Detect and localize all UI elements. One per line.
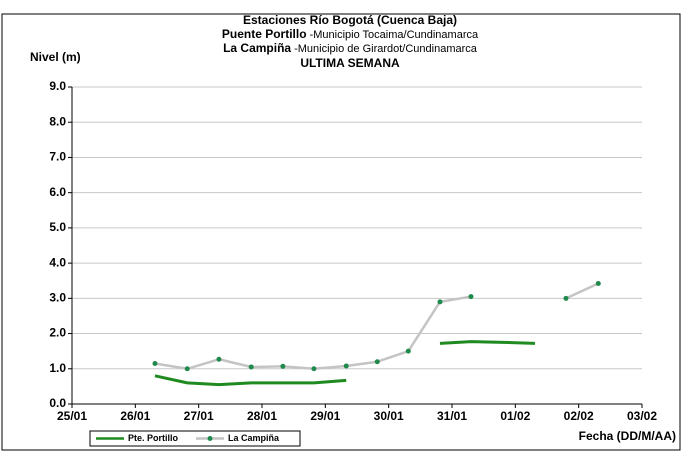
y-tick-label: 7.0 (49, 150, 66, 164)
legend-label: Pte. Portillo (128, 433, 179, 443)
point (152, 360, 158, 366)
point (595, 281, 601, 287)
x-tick-label: 03/02 (627, 409, 657, 423)
x-tick-label: 27/01 (184, 409, 214, 423)
x-tick-label: 29/01 (310, 409, 340, 423)
series-line (154, 340, 536, 387)
point (374, 359, 380, 365)
x-axis-label: Fecha (DD/M/AA) (579, 429, 676, 443)
y-tick-label: 5.0 (49, 220, 66, 234)
point (468, 294, 474, 300)
x-tick-label: 25/01 (57, 409, 87, 423)
x-tick-label: 28/01 (247, 409, 277, 423)
subtitle: Puente Portillo -Municipio Tocaima/Cundin… (222, 27, 479, 41)
legend-label: La Campiña (228, 433, 280, 443)
subtitle-bold: Puente Portillo (222, 27, 307, 41)
x-tick-label: 01/02 (500, 409, 530, 423)
x-tick-label: 02/02 (564, 409, 594, 423)
point (280, 363, 286, 369)
y-tick-label: 3.0 (49, 291, 66, 305)
point (437, 299, 443, 305)
point (248, 364, 254, 370)
y-tick-label: 1.0 (49, 361, 66, 375)
y-tick-label: 8.0 (49, 114, 66, 128)
legend-marker (207, 436, 213, 441)
x-tick-label: 31/01 (437, 409, 467, 423)
point (343, 363, 349, 369)
subtitle-bold: La Campiña (223, 41, 291, 55)
point (405, 348, 411, 354)
x-tick-label: 30/01 (374, 409, 404, 423)
legend-box (89, 430, 301, 447)
point (216, 356, 222, 362)
y-tick-label: 6.0 (49, 185, 66, 199)
subtitle: La Campiña -Municipio de Girardot/Cundina… (223, 41, 478, 55)
y-tick-label: 2.0 (49, 326, 66, 340)
point (563, 295, 569, 301)
subtitle-text: -Municipio de Girardot/Cundinamarca (294, 43, 478, 55)
chart-frame (1, 13, 681, 451)
chart-title: Estaciones Río Bogotá (Cuenca Baja) (243, 13, 457, 27)
y-tick-label: 9.0 (49, 79, 66, 93)
point (184, 366, 190, 372)
subtitle-text: -Municipio Tocaima/Cundinamarca (310, 29, 479, 41)
period-label: ULTIMA SEMANA (300, 56, 400, 70)
y-axis-label: Nivel (m) (30, 50, 81, 64)
point (311, 366, 317, 372)
y-tick-label: 0.0 (49, 396, 66, 410)
x-tick-label: 26/01 (120, 409, 150, 423)
y-tick-label: 4.0 (49, 255, 66, 269)
